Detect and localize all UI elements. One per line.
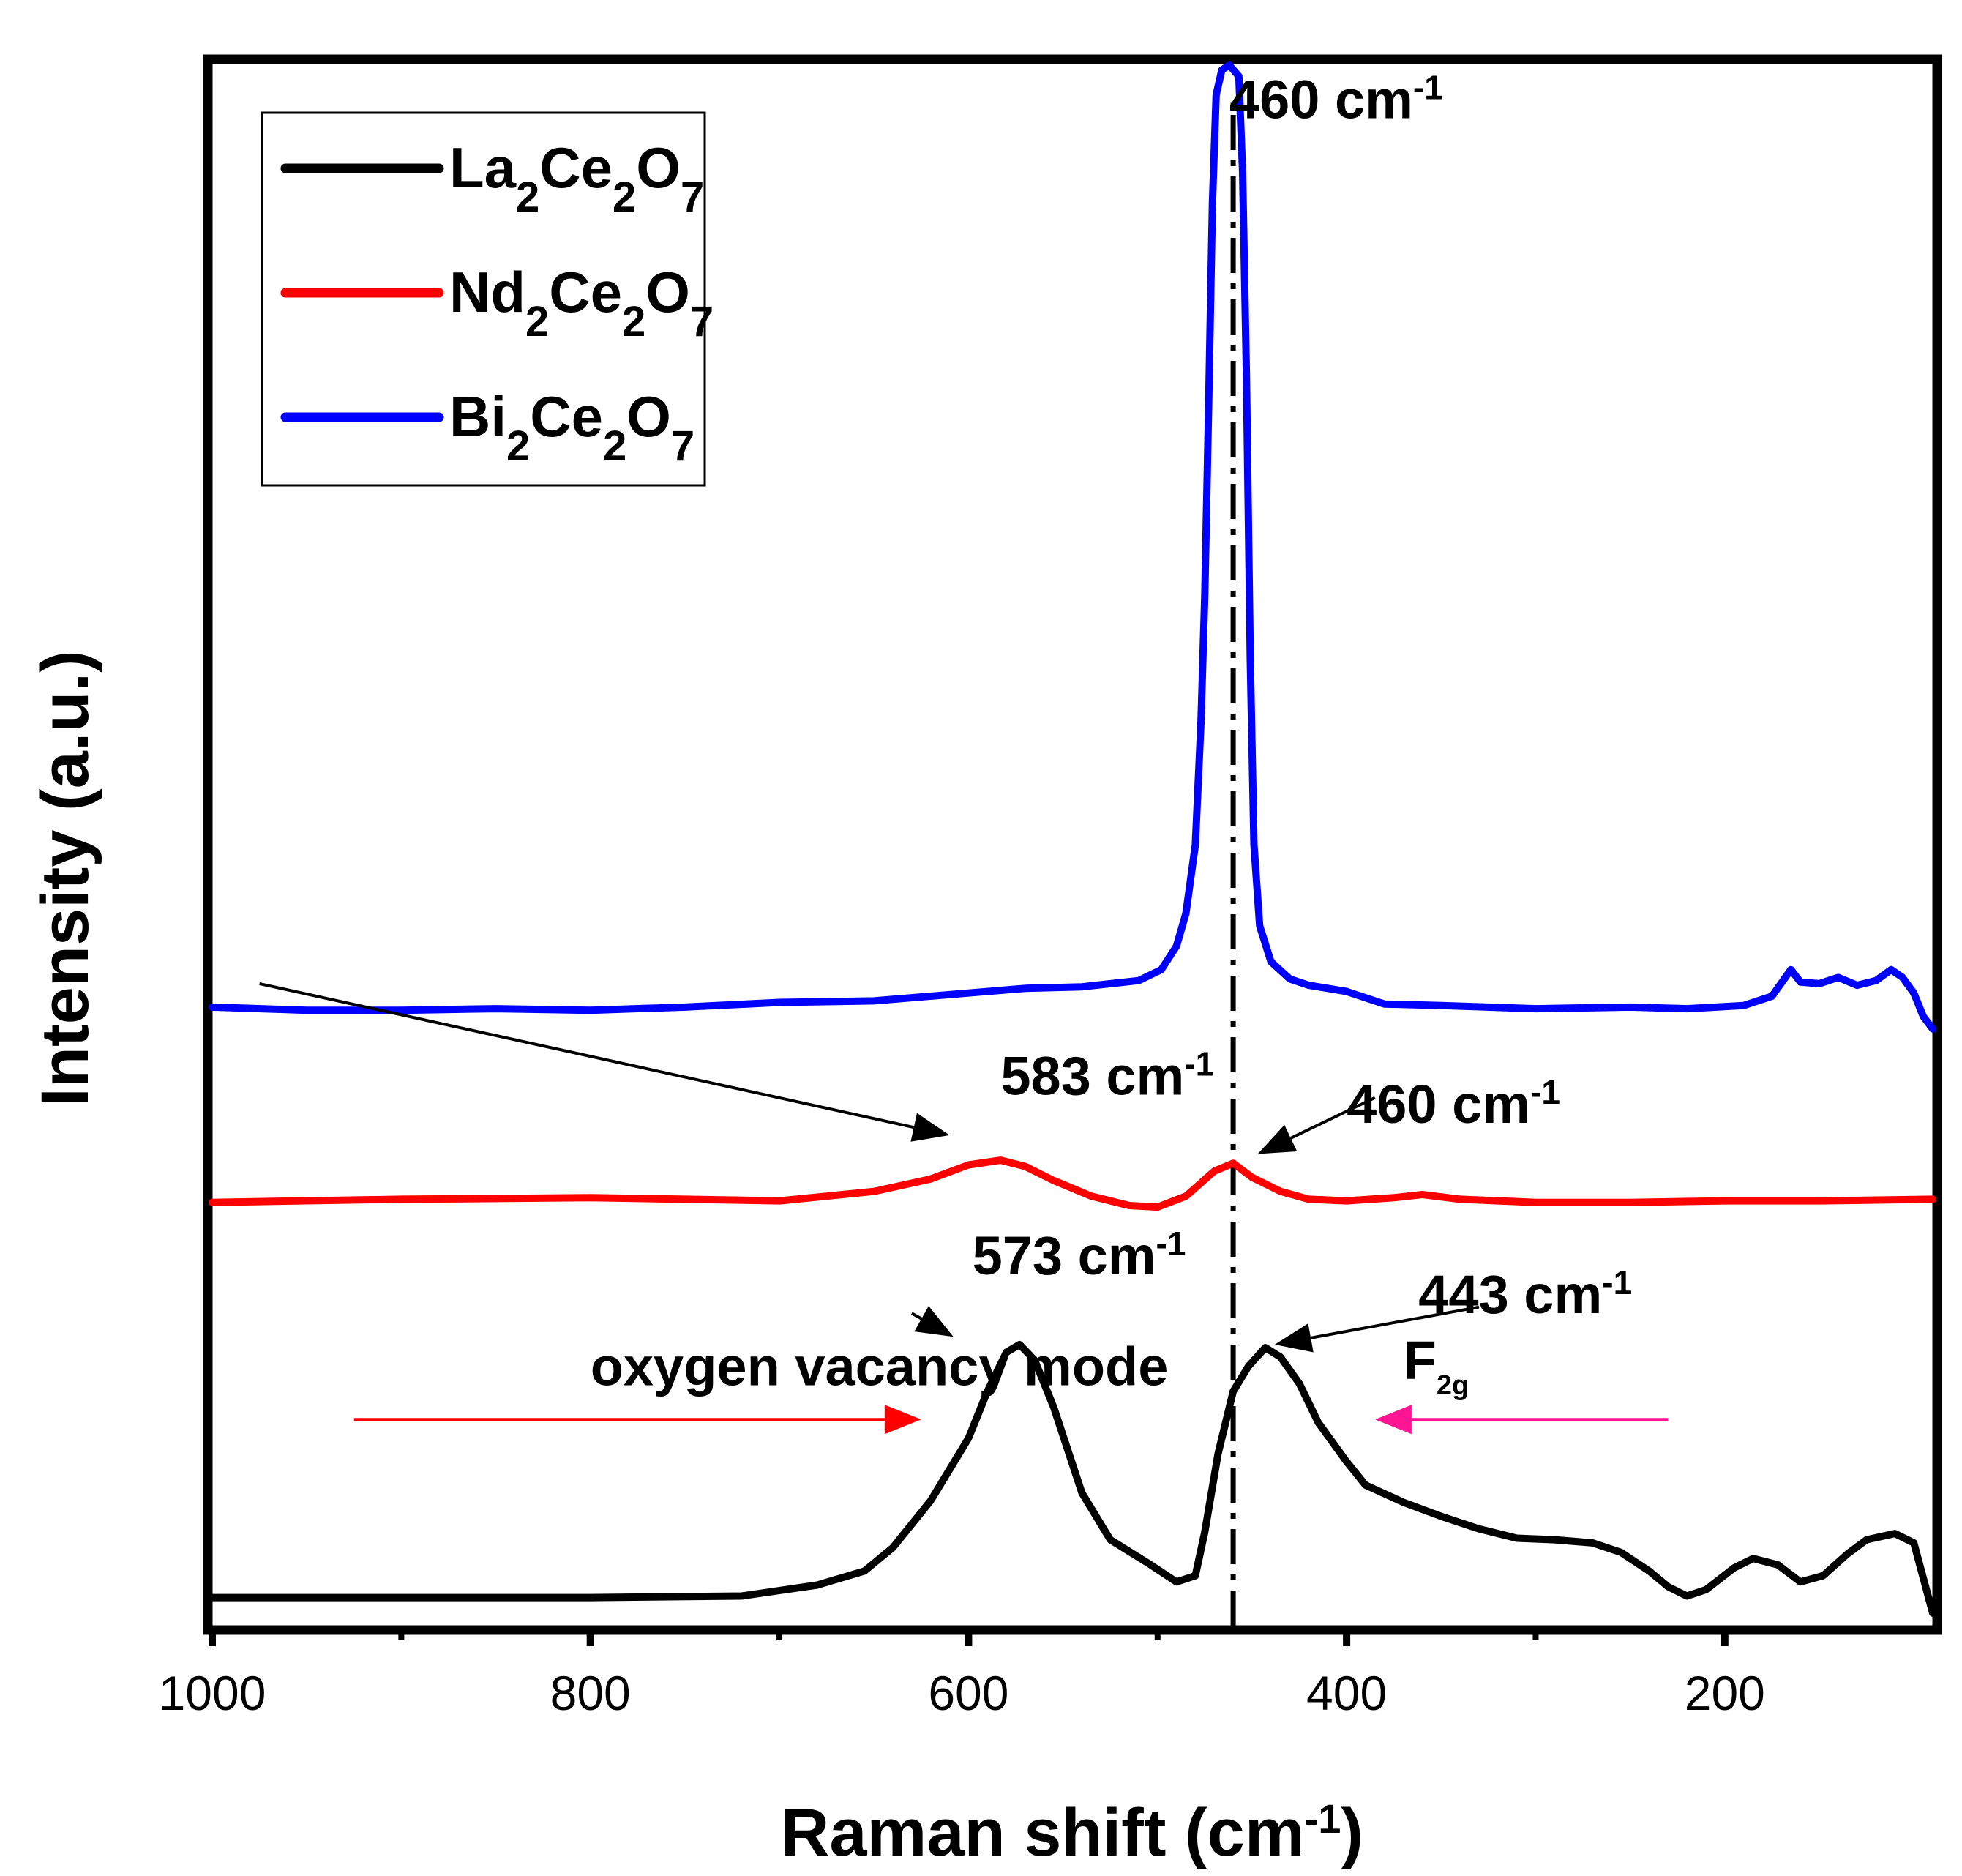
series-group [209,61,1936,1617]
annotation-label-2: 460 cm-1 [1347,1073,1560,1135]
legend: La2Ce2O7 Nd2Ce2O7 Bi2Ce2O7 [261,111,714,487]
annotation-arrow-2 [910,1306,954,1337]
series-line-Bi2Ce2O7 [209,61,1936,1033]
legend-label-La2Ce2O7: La2Ce2O7 [449,135,704,221]
legend-box [261,111,706,487]
series-line-Nd2Ce2O7 [209,1156,1936,1211]
annotation-arrow-0 [259,982,950,1142]
annotation-group: 460 cm-1 583 cm-1 460 cm-1 573 cm-1 443 cm-1… [591,69,1632,1401]
series-line-La2Ce2O7 [209,1340,1936,1617]
x-tick-label-600: 600 [928,1666,1008,1720]
x-tick-label-200: 200 [1685,1666,1765,1720]
annotation-arrow-5 [1374,1405,1669,1435]
annotation-arrow-3 [1274,1305,1480,1353]
y-axis-title: Intensity (a.u.) [28,650,102,1107]
x-ticks: 1000 800 600 400 200 [159,1630,1765,1720]
annotation-label-4: 443 cm-1 [1418,1263,1632,1325]
annotation-label-1: 583 cm-1 [1000,1044,1214,1106]
annotation-label-0: 460 cm-1 [1229,69,1443,130]
annotation-arrow-1 [1257,1096,1376,1154]
plot-frame [203,54,1942,1635]
x-tick-label-1000: 1000 [159,1666,266,1720]
x-tick-label-800: 800 [550,1666,631,1720]
annotation-label-3: 573 cm-1 [973,1225,1186,1286]
x-axis-title: Raman shift (cm-1) [781,1795,1363,1871]
legend-label-Bi2Ce2O7: Bi2Ce2O7 [449,384,694,470]
annotation-arrow-4 [353,1405,921,1435]
x-tick-label-400: 400 [1306,1666,1387,1720]
arrow-group [259,982,1669,1435]
annotation-label-5: oxygen vacancy mode [591,1336,1169,1397]
legend-label-Nd2Ce2O7: Nd2Ce2O7 [449,260,714,345]
annotation-label-6: F2g [1404,1330,1469,1401]
